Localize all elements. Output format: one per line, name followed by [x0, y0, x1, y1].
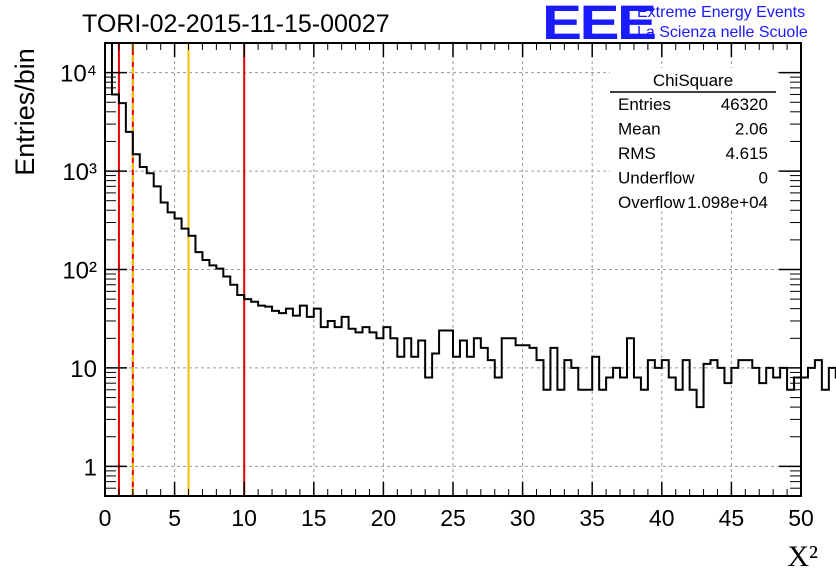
stats-value: 1.098e+04 — [687, 193, 768, 212]
histogram-series — [105, 42, 836, 409]
x-axis-label: X² — [787, 540, 818, 572]
stats-box: ChiSquare Entries 46320 Mean 2.06 RMS 4.615 Un… — [610, 68, 776, 212]
x-tick-label: 15 — [301, 505, 327, 531]
x-tick-labels: 0 5 10 15 20 25 30 35 40 45 50 — [99, 505, 814, 531]
x-tick-label: 20 — [371, 505, 397, 531]
stats-value: 0 — [759, 169, 768, 188]
y-tick-label: 10 — [70, 356, 97, 383]
plot-title: TORI-02-2015-11-15-00027 — [82, 10, 390, 38]
x-tick-label: 30 — [510, 505, 536, 531]
x-tick-label: 40 — [649, 505, 675, 531]
logo-subtitle-line1: Extreme Energy Events — [637, 4, 806, 21]
y-tick-label: 10² — [62, 258, 97, 285]
x-tick-label: 25 — [440, 505, 466, 531]
x-tick-label: 50 — [788, 505, 814, 531]
stats-box-title: ChiSquare — [653, 71, 733, 90]
stats-value: 2.06 — [735, 120, 768, 139]
y-tick-label: 10⁴ — [60, 61, 97, 88]
stats-value: 46320 — [721, 95, 768, 114]
x-tick-label: 35 — [579, 505, 605, 531]
stats-label: Underflow — [618, 169, 695, 188]
stats-label: Entries — [618, 95, 671, 114]
axis-ticks — [104, 42, 802, 497]
y-tick-label: 10³ — [62, 159, 97, 186]
eee-logo: EEE — [542, 0, 657, 50]
y-tick-labels: 1 10 10² 10³ 10⁴ — [60, 61, 97, 482]
stats-value: 4.615 — [725, 144, 768, 163]
y-tick-label: 1 — [84, 454, 97, 481]
x-tick-label: 5 — [168, 505, 181, 531]
x-tick-label: 10 — [231, 505, 257, 531]
logo-subtitle-line2: La Scienza nelle Scuole — [637, 24, 808, 41]
y-axis-label: Entries/bin — [10, 48, 40, 176]
x-tick-label: 45 — [719, 505, 745, 531]
stats-label: Overflow — [618, 193, 686, 212]
stats-label: RMS — [618, 144, 656, 163]
stats-label: Mean — [618, 120, 661, 139]
x-tick-label: 0 — [99, 505, 112, 531]
stats-rows: Entries 46320 Mean 2.06 RMS 4.615 Underflow 0 Ov… — [618, 95, 768, 212]
